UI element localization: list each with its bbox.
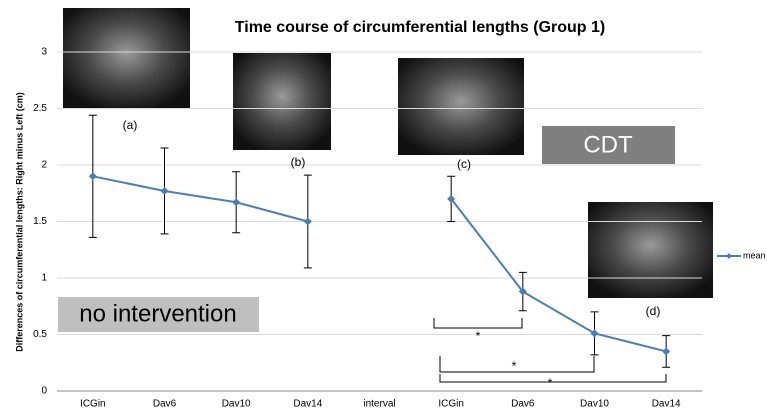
x-tick-label: ICGin bbox=[438, 399, 464, 409]
bracket bbox=[439, 356, 595, 373]
label-box bbox=[542, 126, 675, 164]
point bbox=[303, 217, 312, 226]
y-tick-label: 3 bbox=[41, 47, 47, 58]
annotation: * bbox=[512, 359, 517, 373]
y-tick-label: 2.5 bbox=[33, 103, 47, 114]
x-tick-label: ICGin bbox=[80, 399, 106, 409]
photo bbox=[398, 58, 524, 155]
series-line bbox=[92, 175, 667, 353]
photos bbox=[63, 8, 713, 298]
point bbox=[88, 172, 97, 181]
annotation: CDT bbox=[583, 131, 633, 158]
point bbox=[662, 347, 671, 356]
y-tick-label: 1.5 bbox=[33, 216, 47, 227]
point bbox=[590, 329, 599, 338]
annotation: (c) bbox=[457, 157, 471, 171]
x-tick-label: interval bbox=[363, 399, 395, 409]
point bbox=[518, 287, 527, 296]
x-tick-label: Dav6 bbox=[153, 399, 177, 409]
legend-label: mean bbox=[743, 250, 766, 260]
annotation: (b) bbox=[291, 155, 306, 169]
y-tick-label: 2 bbox=[41, 160, 47, 171]
annotation: (a) bbox=[123, 118, 138, 132]
annotation: no intervention bbox=[79, 300, 236, 327]
y-tick-label: 0.5 bbox=[33, 329, 47, 340]
point bbox=[232, 198, 241, 207]
chart-title: Time course of circumferential lengths (… bbox=[235, 19, 605, 36]
y-tick-label: 0 bbox=[41, 386, 47, 397]
annotation: * bbox=[476, 329, 481, 343]
point bbox=[160, 186, 169, 195]
photo bbox=[233, 53, 331, 150]
brackets bbox=[433, 318, 667, 383]
photo bbox=[63, 8, 190, 108]
bracket bbox=[439, 374, 667, 383]
photo bbox=[588, 202, 713, 298]
x-tick-label: Dav10 bbox=[580, 399, 609, 409]
annotation: (d) bbox=[646, 304, 661, 318]
legend-marker bbox=[726, 253, 732, 259]
y-tick-label: 1 bbox=[41, 273, 47, 284]
x-tick-label: Dav6 bbox=[511, 399, 535, 409]
x-tick-label: Dav10 bbox=[222, 399, 251, 409]
x-tick-label: Dav14 bbox=[652, 399, 681, 409]
x-tick-label: Dav14 bbox=[293, 399, 322, 409]
y-axis-label: Differences of circumferential lengths: … bbox=[14, 92, 24, 352]
label-box bbox=[58, 297, 259, 332]
point bbox=[447, 194, 456, 203]
annotation: * bbox=[548, 376, 553, 390]
bracket bbox=[433, 318, 523, 329]
